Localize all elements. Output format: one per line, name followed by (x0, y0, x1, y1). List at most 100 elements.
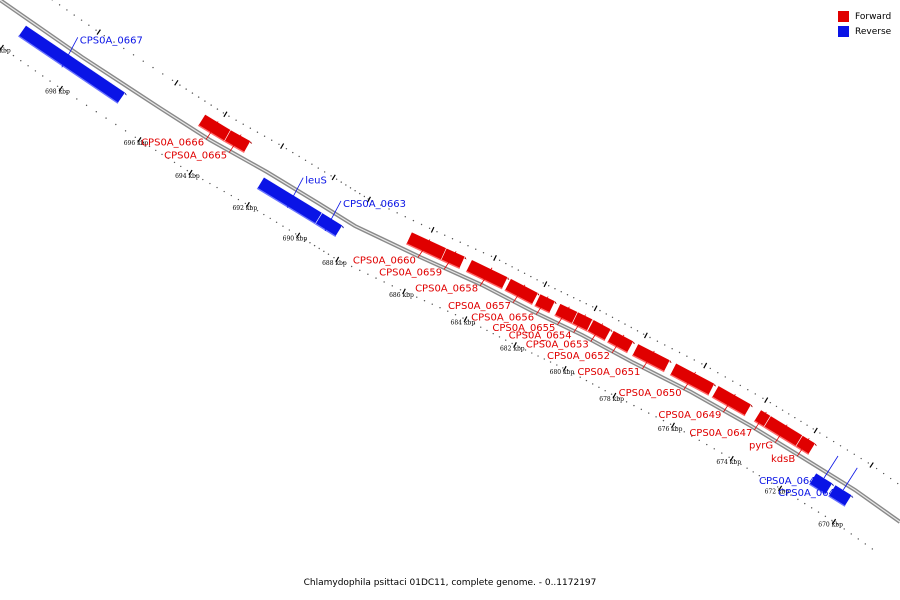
scale-dot (278, 143, 280, 146)
scale-dot (776, 486, 779, 488)
scale-dot (263, 135, 266, 137)
major-tick (764, 397, 769, 404)
scale-dot (739, 384, 741, 387)
tick-label: 670 kbp (818, 522, 843, 529)
gene-label: CPS0A_0656 (471, 313, 534, 324)
scale-dot (155, 149, 157, 152)
gene-cps0a_0650[interactable] (669, 362, 717, 396)
scale-dot (585, 303, 587, 305)
label-leader (61, 37, 79, 68)
label-leader (228, 134, 242, 153)
scale-dot (691, 435, 693, 437)
label-leader (823, 455, 839, 479)
scale-dot (237, 198, 240, 201)
scale-dot (294, 233, 297, 235)
scale-dot (20, 60, 22, 62)
scale-dot (562, 367, 564, 369)
scale-dot (875, 467, 878, 470)
gene-cps0a_0652[interactable] (606, 330, 636, 354)
scale-dot (428, 227, 431, 230)
scale-dot (839, 445, 842, 447)
scale-dot (88, 24, 90, 26)
scale-dot (462, 317, 464, 319)
scale-dot (85, 104, 88, 107)
scale-dot (592, 306, 594, 308)
scale-dot (524, 349, 527, 351)
gene-cps0a_0659[interactable] (440, 247, 467, 269)
tick-label: 696 kbp (124, 140, 149, 147)
label-leader (324, 200, 342, 232)
major-tick (0, 44, 4, 51)
scale-dot (734, 459, 736, 462)
gene-highlight (587, 330, 606, 342)
scale-dot (167, 157, 169, 160)
major-tick (729, 455, 734, 462)
scale-dot (790, 494, 792, 496)
gene-highlight (631, 354, 665, 373)
scale-dot (454, 314, 457, 316)
scale-dot (420, 223, 423, 226)
scale-dot (123, 47, 125, 50)
gene-leus[interactable] (256, 176, 324, 225)
scale-dot (824, 515, 827, 518)
gene-box (314, 212, 343, 237)
scale-dot (423, 300, 426, 302)
gene-cps0a_0657[interactable] (504, 278, 540, 305)
scale-dot (775, 405, 778, 408)
major-tick (223, 111, 228, 118)
scale-dot (209, 182, 211, 185)
tick-label: 688 kbp (322, 260, 347, 267)
scale-dot (678, 351, 681, 354)
scale-dot (701, 363, 703, 365)
scale-dot (380, 204, 382, 206)
major-tick (137, 137, 142, 143)
gene-cps0a_0649[interactable] (711, 385, 753, 417)
gene-label: CPS0A_0647 (689, 428, 752, 439)
scale-dot (530, 275, 532, 278)
scale-dot (537, 355, 539, 357)
scale-dot (142, 60, 144, 62)
label-leader (774, 424, 788, 443)
scale-dot (536, 279, 538, 281)
gene-highlight (440, 259, 460, 269)
gene-cps0a_0653[interactable] (586, 319, 613, 342)
scale-dot (882, 472, 885, 475)
scale-dot (686, 355, 688, 357)
scale-dot (416, 296, 418, 298)
major-tick (58, 85, 63, 92)
scale-dot (197, 96, 200, 98)
scale-dot (740, 463, 742, 466)
scale-dot (475, 248, 477, 250)
gene-cps0a_0654[interactable] (571, 311, 595, 332)
gene-label: CPS0A_0663 (343, 199, 406, 210)
scale-dot (80, 19, 83, 21)
major-tick (402, 288, 406, 295)
gene-label: CPS0A_0667 (80, 35, 143, 46)
scale-dot (235, 119, 237, 121)
gene-cps0a_0667[interactable] (18, 24, 127, 104)
gene-cps0a_0665[interactable] (223, 129, 253, 153)
scale-dot (846, 449, 849, 451)
gene-cps0a_0643[interactable] (828, 484, 854, 507)
gene-cps0a_0660[interactable] (405, 231, 449, 261)
label-leader (535, 296, 549, 315)
tick-label: 694 kbp (175, 173, 200, 180)
gene-highlight (763, 426, 797, 447)
scale-dot (451, 238, 454, 240)
gene-cps0a_0651[interactable] (631, 343, 672, 373)
gene-cps0a_0644[interactable] (808, 472, 835, 495)
gene-cps0a_0656[interactable] (534, 293, 557, 314)
scale-dot (202, 178, 204, 181)
scale-dot (850, 533, 852, 535)
scale-dot (624, 323, 626, 325)
gene-highlight (504, 289, 533, 305)
gene-highlight (795, 445, 810, 455)
major-tick (430, 226, 435, 233)
gene-kdsb[interactable] (795, 434, 817, 455)
scale-dot (505, 339, 507, 341)
scale-dot (709, 367, 711, 370)
major-tick (280, 143, 285, 149)
scale-dot (340, 181, 342, 183)
major-tick (612, 392, 617, 399)
gene-label: kdsB (771, 454, 795, 465)
